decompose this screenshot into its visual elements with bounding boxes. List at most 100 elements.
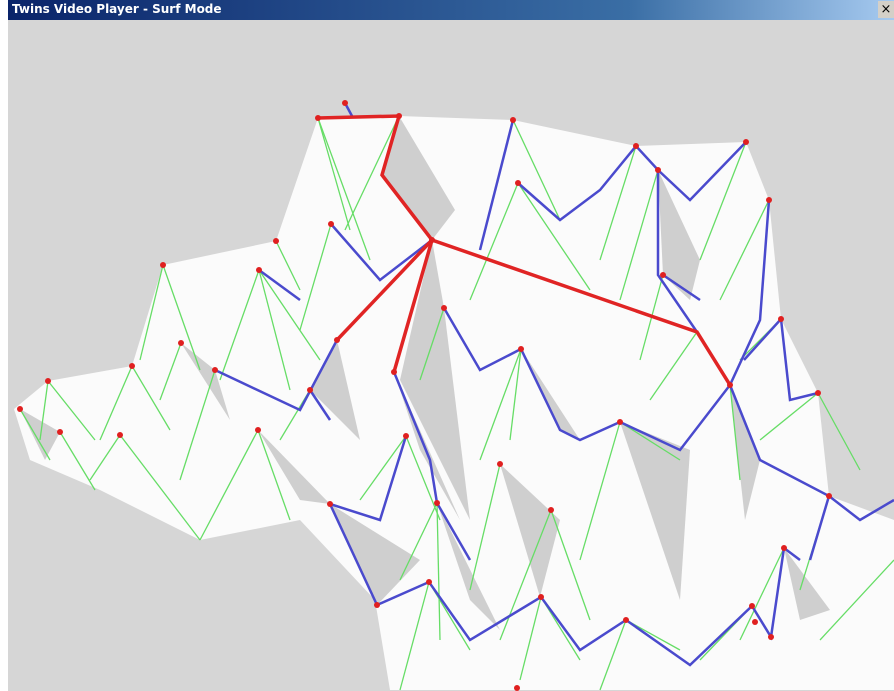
vertex bbox=[826, 493, 832, 499]
mesh-edge bbox=[317, 117, 351, 231]
shaded-facet bbox=[620, 422, 690, 600]
vertex bbox=[434, 500, 440, 506]
shaded-facet bbox=[394, 372, 460, 520]
title-bar: Twins Video Player - Surf Mode × bbox=[8, 0, 894, 20]
ridge-edge bbox=[442, 307, 731, 452]
mesh-edge bbox=[550, 509, 591, 621]
vertex bbox=[334, 337, 340, 343]
vertex bbox=[743, 139, 749, 145]
mesh-edge bbox=[19, 408, 51, 461]
vertex bbox=[328, 221, 334, 227]
vertex bbox=[117, 432, 123, 438]
ridge-edge bbox=[392, 371, 439, 504]
mesh-edge bbox=[517, 182, 591, 291]
vertex bbox=[781, 545, 787, 551]
shaded-facet bbox=[784, 548, 830, 620]
vertex bbox=[342, 100, 348, 106]
selected-path bbox=[335, 238, 434, 342]
mesh-edge bbox=[159, 342, 182, 401]
vertex bbox=[515, 180, 521, 186]
mesh-edge bbox=[469, 463, 501, 591]
mesh-edge bbox=[469, 182, 519, 301]
selected-path bbox=[317, 114, 732, 386]
vertex bbox=[752, 619, 758, 625]
ridge-edge bbox=[328, 503, 801, 667]
shaded-facet bbox=[500, 464, 560, 597]
vertex bbox=[510, 117, 516, 123]
ridge-edge bbox=[656, 170, 699, 333]
shaded-facet bbox=[437, 503, 500, 630]
mesh-edge bbox=[317, 117, 371, 261]
shaded-facet bbox=[20, 409, 60, 460]
mesh-edge bbox=[759, 392, 819, 441]
mesh-edge bbox=[299, 223, 332, 331]
ridge-edge bbox=[779, 318, 819, 402]
ridge-edge bbox=[808, 495, 831, 561]
mesh-edge bbox=[817, 392, 861, 471]
shaded-facet bbox=[382, 116, 455, 240]
mesh-edge bbox=[99, 365, 133, 441]
mesh-edge bbox=[89, 434, 121, 481]
vertex bbox=[429, 237, 435, 243]
vertex bbox=[273, 238, 279, 244]
mesh-edge bbox=[519, 596, 542, 681]
ridge-edge bbox=[478, 119, 515, 251]
vertex bbox=[391, 369, 397, 375]
mesh-edge bbox=[47, 380, 96, 441]
ridge-edge bbox=[728, 199, 771, 386]
ridge-edge bbox=[662, 273, 701, 302]
mesh-edge bbox=[512, 119, 561, 221]
mesh-edge bbox=[739, 547, 785, 641]
shaded-facet bbox=[521, 349, 580, 440]
vertex bbox=[815, 390, 821, 396]
mesh-edge bbox=[599, 145, 637, 261]
vertex bbox=[623, 617, 629, 623]
shaded-facet bbox=[658, 170, 700, 300]
mesh-edge bbox=[162, 264, 201, 371]
ridge-edge bbox=[330, 223, 433, 282]
mesh-edge bbox=[258, 269, 321, 361]
ridge-edge bbox=[308, 389, 332, 421]
vertex bbox=[374, 602, 380, 608]
mesh-edge bbox=[131, 365, 171, 431]
close-button[interactable]: × bbox=[878, 1, 894, 18]
vertex bbox=[255, 427, 261, 433]
vertex bbox=[518, 346, 524, 352]
vertex bbox=[307, 387, 313, 393]
mesh-edge bbox=[579, 421, 621, 561]
vertex bbox=[617, 419, 623, 425]
mesh-edge bbox=[405, 435, 441, 521]
vertex bbox=[160, 262, 166, 268]
shaded-facet bbox=[330, 504, 420, 605]
vertex bbox=[497, 461, 503, 467]
mesh-edge bbox=[59, 431, 96, 491]
ridge-edge bbox=[258, 268, 301, 302]
vertex bbox=[129, 363, 135, 369]
vertex bbox=[396, 113, 402, 119]
shaded-facet bbox=[730, 385, 760, 520]
mesh-edge bbox=[359, 435, 407, 501]
mesh-edge bbox=[819, 559, 894, 641]
mesh-edge bbox=[179, 369, 216, 481]
vertex bbox=[441, 305, 447, 311]
mesh-edge bbox=[719, 199, 770, 301]
mesh-edge bbox=[39, 380, 49, 441]
mesh-edge bbox=[599, 619, 627, 691]
mesh-edge bbox=[479, 348, 522, 461]
mesh-edge bbox=[399, 581, 430, 691]
mesh-edge bbox=[649, 331, 698, 401]
mesh-edge bbox=[619, 421, 681, 461]
mesh-edge bbox=[509, 348, 522, 441]
mesh-edge bbox=[139, 264, 164, 361]
vertex bbox=[403, 433, 409, 439]
mesh-edge bbox=[436, 502, 441, 641]
selected-path bbox=[392, 239, 434, 373]
vertex bbox=[514, 685, 520, 691]
mesh-edge bbox=[199, 429, 259, 541]
vertex bbox=[212, 367, 218, 373]
vertex bbox=[178, 340, 184, 346]
vertex bbox=[727, 382, 733, 388]
shaded-facet bbox=[181, 343, 230, 420]
